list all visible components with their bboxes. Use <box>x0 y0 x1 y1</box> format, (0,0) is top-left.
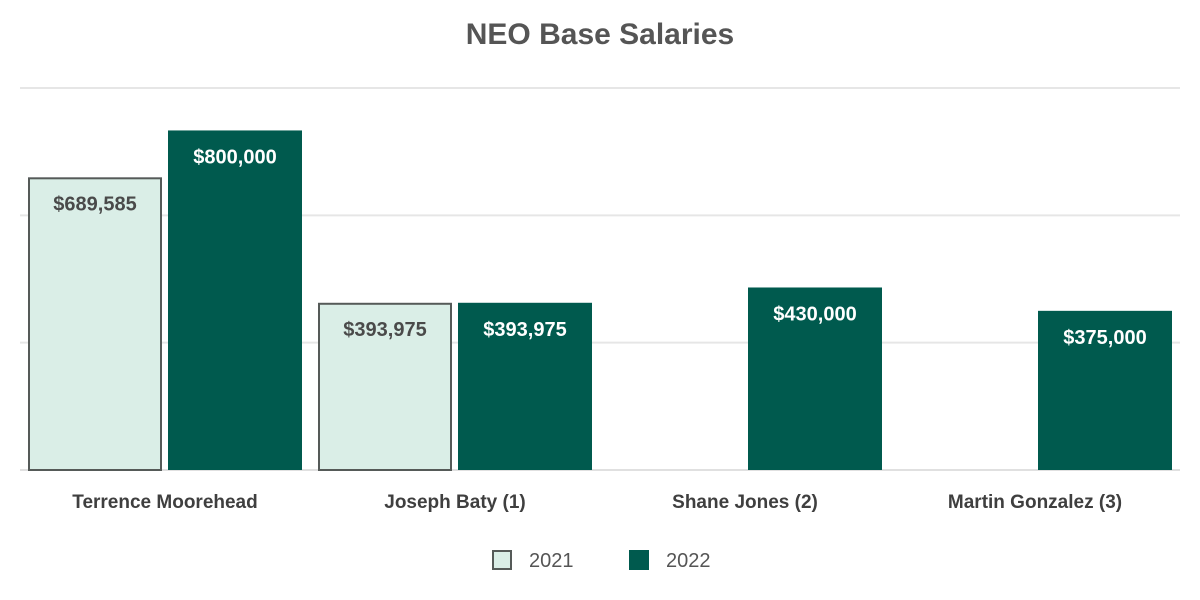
legend: 2021 2022 <box>492 550 711 572</box>
bar-2021-joseph-baty-1 <box>318 302 452 472</box>
category-label-joseph-baty-1: Joseph Baty (1) <box>384 492 525 513</box>
category-labels: Terrence Moorehead Joseph Baty (1) Shane J… <box>72 492 1122 513</box>
category-label-terrence-moorehead: Terrence Moorehead <box>72 492 257 513</box>
chart-title: NEO Base Salaries <box>466 18 735 51</box>
category-label-martin-gonzalez-3: Martin Gonzalez (3) <box>948 492 1122 513</box>
bar-2022-terrence-moorehead <box>168 130 302 470</box>
legend-swatch-2022 <box>629 550 649 570</box>
bar-2022-shane-jones-2 <box>748 287 882 470</box>
legend-swatch-2021 <box>492 550 512 570</box>
data-label-2022-martin-gonzalez-3: $375,000 <box>1063 327 1146 349</box>
data-label-2021-joseph-baty-1: $393,975 <box>343 319 426 341</box>
legend-label-2022: 2022 <box>666 550 711 572</box>
category-label-shane-jones-2: Shane Jones (2) <box>672 492 818 513</box>
bar-2022-joseph-baty-1 <box>458 302 592 470</box>
data-label-2022-joseph-baty-1: $393,975 <box>483 319 566 341</box>
legend-label-2021: 2021 <box>529 550 574 572</box>
data-label-2021-terrence-moorehead: $689,585 <box>53 193 136 215</box>
bar-2022-martin-gonzalez-3 <box>1038 310 1172 470</box>
data-labels: $689,585 $800,000 $393,975 $393,975 $430,000… <box>53 146 1146 348</box>
bars <box>28 130 1172 472</box>
data-label-2022-shane-jones-2: $430,000 <box>773 303 856 325</box>
bar-2021-terrence-moorehead <box>28 177 162 471</box>
data-label-2022-terrence-moorehead: $800,000 <box>193 146 276 168</box>
